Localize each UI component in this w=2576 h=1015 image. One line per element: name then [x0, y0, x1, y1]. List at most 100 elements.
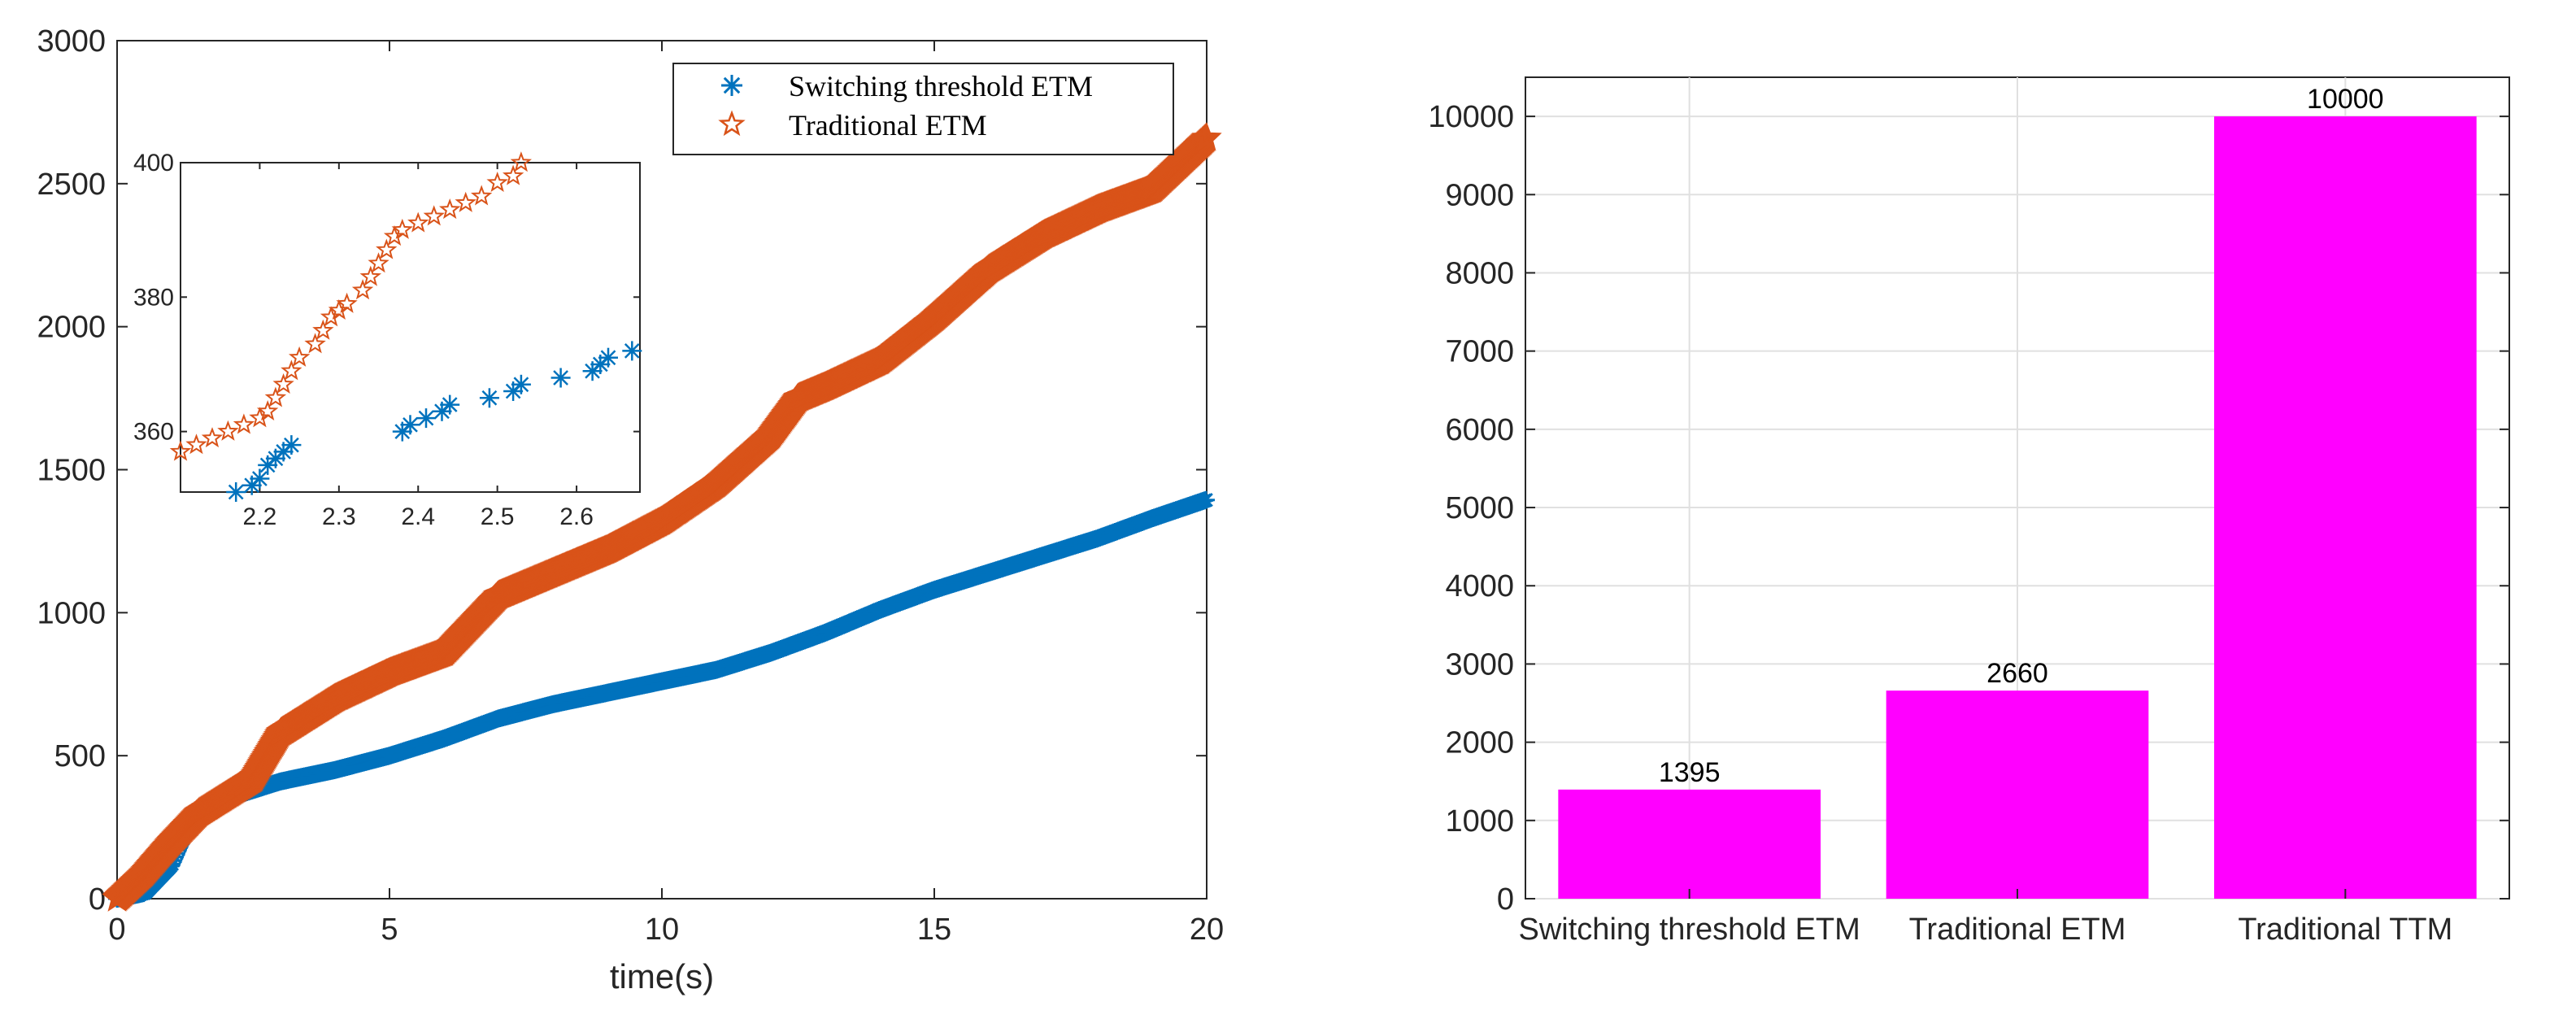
- inset-point: [201, 427, 224, 448]
- inset-point: [622, 341, 642, 361]
- left-ticks: 0 5 10 15 20 0 500 1000 1500 2000 2500 3000: [37, 24, 1224, 947]
- inset-point: [503, 164, 524, 185]
- legend-marker-traditional: [718, 110, 746, 137]
- y-tick-label: 2000: [1445, 726, 1514, 760]
- y-tick-label: 9000: [1445, 178, 1514, 212]
- inset-plot-area: [180, 162, 641, 493]
- y-tick-label: 3000: [1445, 647, 1514, 682]
- inset-point: [281, 359, 302, 381]
- legend-asterisk-icon: [721, 75, 742, 96]
- inset-y-tick-label: 360: [133, 419, 174, 446]
- y-tick-label: 1000: [1445, 804, 1514, 839]
- inset-point: [598, 347, 618, 368]
- inset-point: [233, 413, 255, 434]
- inset-point: [486, 171, 508, 193]
- left-x-axis-label: time(s): [610, 957, 714, 995]
- x-tick-label: 10: [645, 913, 679, 947]
- y-tick-label: 500: [54, 739, 106, 773]
- inset-point: [185, 433, 207, 455]
- inset-point: [226, 482, 246, 502]
- inset-point: [479, 388, 499, 408]
- inset-x-tick-label: 2.2: [243, 503, 277, 530]
- y-tick-label: 10000: [1428, 100, 1514, 134]
- inset-x-tick-label: 2.6: [559, 503, 594, 530]
- inset-series-traditional-etm: [169, 151, 533, 461]
- inset-point: [438, 198, 461, 220]
- y-tick-label: 0: [1497, 882, 1514, 917]
- inset-point: [169, 440, 192, 461]
- inset-point: [550, 368, 571, 388]
- bar: [2214, 116, 2477, 900]
- x-tick-label: 15: [917, 913, 951, 947]
- bar: [1886, 690, 2149, 899]
- inset-point: [256, 399, 279, 421]
- y-tick-label: 0: [89, 882, 106, 917]
- category-label: Switching threshold ETM: [1519, 913, 1860, 947]
- left-chart: 0 5 10 15 20 0 500 1000 1500 2000 2500 3000 time(s)…: [37, 24, 1224, 995]
- x-tick-label: 0: [108, 913, 125, 947]
- y-tick-label: 6000: [1445, 413, 1514, 447]
- inset-point: [351, 279, 374, 300]
- inset-point: [511, 374, 531, 394]
- inset-chart: 2.2 2.3 2.4 2.5 2.6 360 380 400: [133, 150, 642, 530]
- category-label: Traditional TTM: [2238, 913, 2452, 947]
- inset-point: [272, 372, 294, 394]
- legend-label-switching: Switching threshold ETM: [789, 70, 1093, 102]
- inset-x-tick-label: 2.3: [322, 503, 356, 530]
- series-point: [1197, 490, 1215, 509]
- inset-ticks: 2.2 2.3 2.4 2.5 2.6 360 380 400: [133, 150, 640, 530]
- inset-x-tick-label: 2.4: [401, 503, 435, 530]
- inset-point: [217, 420, 239, 441]
- inset-x-tick-label: 2.5: [481, 503, 515, 530]
- right-chart: 1395 2660 10000 0 1000 2000 3000 4000 5000 6000 7…: [1428, 76, 2510, 947]
- inset-point: [288, 346, 311, 367]
- legend-label-traditional: Traditional ETM: [789, 109, 987, 142]
- legend-star-icon: [718, 110, 746, 137]
- legend-marker-switching: [721, 75, 742, 96]
- inset-point: [304, 333, 326, 354]
- inset-point: [368, 252, 389, 273]
- legend: Switching threshold ETM Traditional ETM: [672, 63, 1174, 155]
- inset-point: [455, 191, 476, 212]
- y-tick-label: 1000: [37, 596, 106, 630]
- inset-point: [407, 211, 429, 233]
- category-label: Traditional ETM: [1909, 913, 2126, 947]
- inset-point: [440, 394, 460, 415]
- inset-series: [169, 151, 642, 502]
- bar-value-label: 1395: [1659, 757, 1721, 788]
- y-tick-label: 1500: [37, 454, 106, 488]
- series-point: [1191, 121, 1222, 151]
- inset-point: [400, 415, 420, 435]
- inset-point: [281, 435, 302, 455]
- x-tick-label: 20: [1190, 913, 1224, 947]
- inset-y-tick-label: 400: [133, 150, 174, 176]
- y-tick-label: 2000: [37, 311, 106, 345]
- y-tick-label: 8000: [1445, 256, 1514, 290]
- right-ticks: 0 1000 2000 3000 4000 5000 6000 7000 8000 9000 100…: [1428, 100, 2509, 947]
- inset-point: [416, 408, 436, 429]
- inset-point: [510, 151, 533, 172]
- inset-point: [359, 265, 382, 286]
- y-tick-label: 7000: [1445, 335, 1514, 369]
- right-bars: 1395 2660 10000: [1558, 84, 2477, 900]
- legend-box: [672, 63, 1174, 155]
- bar: [1558, 789, 1821, 899]
- inset-point: [376, 238, 398, 259]
- y-tick-label: 5000: [1445, 491, 1514, 525]
- inset-point: [312, 319, 334, 340]
- inset-point: [391, 218, 413, 239]
- inset-y-tick-label: 380: [133, 284, 174, 311]
- inset-point: [470, 185, 493, 206]
- inset-point: [423, 205, 445, 226]
- bar-value-label: 2660: [1986, 658, 2048, 689]
- inset-point: [250, 468, 270, 489]
- inset-point: [264, 386, 287, 407]
- inset-series-switching-threshold-etm: [226, 341, 642, 502]
- bar-value-label: 10000: [2307, 84, 2384, 115]
- y-tick-label: 4000: [1445, 569, 1514, 603]
- left-series: [102, 121, 1222, 912]
- inset-point: [336, 292, 358, 313]
- y-tick-label: 3000: [37, 24, 106, 59]
- x-tick-label: 5: [381, 913, 398, 947]
